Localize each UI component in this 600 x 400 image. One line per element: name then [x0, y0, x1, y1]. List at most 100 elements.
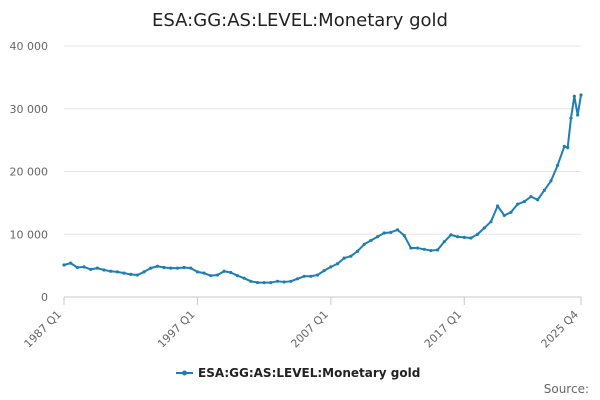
data-point[interactable]	[562, 144, 566, 148]
data-point[interactable]	[395, 228, 400, 232]
data-point[interactable]	[542, 188, 546, 192]
data-point[interactable]	[255, 280, 260, 285]
data-point[interactable]	[409, 246, 413, 250]
data-point[interactable]	[95, 266, 99, 270]
x-tick-label: 1987 Q1	[22, 308, 65, 351]
series-layer	[62, 93, 583, 285]
data-point[interactable]	[142, 270, 146, 274]
x-tick-label: 2007 Q1	[288, 308, 331, 351]
data-point[interactable]	[302, 274, 306, 278]
data-point[interactable]	[482, 226, 486, 230]
data-point[interactable]	[75, 265, 79, 270]
data-point[interactable]	[355, 249, 360, 253]
data-point[interactable]	[566, 146, 570, 150]
data-point[interactable]	[182, 265, 186, 270]
data-point[interactable]	[469, 236, 473, 240]
data-point[interactable]	[576, 113, 580, 117]
data-point[interactable]	[335, 262, 340, 266]
data-point[interactable]	[175, 266, 180, 270]
data-point[interactable]	[349, 254, 353, 258]
data-point[interactable]	[202, 271, 206, 275]
data-point[interactable]	[115, 270, 119, 274]
data-point[interactable]	[149, 266, 153, 270]
data-point[interactable]	[235, 274, 240, 278]
data-point[interactable]	[189, 266, 193, 270]
data-point[interactable]	[309, 274, 313, 278]
data-point[interactable]	[522, 200, 526, 204]
y-tick-label: 0	[41, 291, 48, 304]
data-point[interactable]	[289, 279, 293, 283]
data-point[interactable]	[295, 277, 300, 281]
x-tick-label: 2025 Q4	[539, 308, 582, 351]
data-point[interactable]	[536, 198, 540, 202]
data-point[interactable]	[362, 242, 366, 246]
data-point[interactable]	[509, 210, 513, 214]
data-point[interactable]	[69, 261, 73, 265]
data-point[interactable]	[342, 256, 346, 260]
data-point[interactable]	[529, 195, 533, 199]
data-point[interactable]	[155, 264, 159, 268]
data-point[interactable]	[262, 280, 266, 285]
data-point[interactable]	[169, 266, 173, 270]
y-tick-label: 10 000	[10, 228, 49, 241]
data-point[interactable]	[102, 268, 106, 272]
data-point[interactable]	[579, 93, 583, 97]
data-point[interactable]	[129, 272, 133, 277]
data-point[interactable]	[569, 116, 573, 120]
data-point[interactable]	[249, 279, 253, 283]
data-point[interactable]	[315, 273, 320, 277]
data-point[interactable]	[489, 220, 493, 224]
x-tick-label: 1997 Q1	[155, 308, 198, 351]
y-tick-label: 40 000	[10, 40, 49, 53]
data-point[interactable]	[402, 233, 406, 238]
data-point[interactable]	[62, 263, 66, 267]
data-point[interactable]	[269, 280, 273, 285]
legend-label: ESA:GG:AS:LEVEL:Monetary gold	[198, 366, 420, 380]
x-tick-label: 2017 Q1	[422, 308, 465, 351]
data-point[interactable]	[222, 269, 226, 273]
data-point[interactable]	[516, 202, 520, 206]
data-point[interactable]	[209, 274, 213, 278]
data-point[interactable]	[122, 271, 126, 275]
data-point[interactable]	[382, 231, 386, 235]
data-point[interactable]	[82, 265, 86, 269]
gridlines	[64, 45, 581, 235]
data-point[interactable]	[329, 265, 333, 269]
legend[interactable]: ESA:GG:AS:LEVEL:Monetary gold	[176, 366, 420, 380]
data-point[interactable]	[496, 204, 500, 208]
data-point[interactable]	[476, 232, 480, 236]
chart-title: ESA:GG:AS:LEVEL:Monetary gold	[152, 10, 448, 31]
data-point[interactable]	[442, 240, 446, 244]
y-tick-label: 20 000	[10, 166, 49, 179]
data-point[interactable]	[455, 235, 460, 239]
data-point[interactable]	[375, 235, 380, 239]
data-point[interactable]	[369, 238, 373, 243]
data-point[interactable]	[435, 248, 440, 252]
data-point[interactable]	[572, 94, 576, 98]
data-point[interactable]	[215, 273, 220, 277]
source-label: Source:	[544, 382, 589, 396]
data-point[interactable]	[135, 273, 139, 277]
data-point[interactable]	[502, 213, 506, 218]
data-point[interactable]	[449, 233, 453, 237]
data-point[interactable]	[242, 276, 246, 280]
data-point[interactable]	[549, 179, 553, 183]
data-point[interactable]	[322, 269, 326, 273]
data-point[interactable]	[422, 247, 426, 251]
data-point[interactable]	[229, 270, 233, 275]
data-point[interactable]	[556, 163, 560, 167]
data-point[interactable]	[429, 248, 433, 253]
data-point[interactable]	[195, 270, 200, 274]
data-point[interactable]	[162, 265, 166, 270]
data-point[interactable]	[389, 230, 393, 234]
data-point[interactable]	[275, 279, 280, 283]
series-line[interactable]	[63, 93, 582, 284]
data-point[interactable]	[109, 269, 113, 273]
data-point[interactable]	[282, 280, 286, 284]
data-point[interactable]	[89, 267, 93, 271]
y-tick-label: 30 000	[10, 103, 49, 116]
data-point[interactable]	[415, 246, 420, 250]
data-point[interactable]	[462, 235, 466, 239]
